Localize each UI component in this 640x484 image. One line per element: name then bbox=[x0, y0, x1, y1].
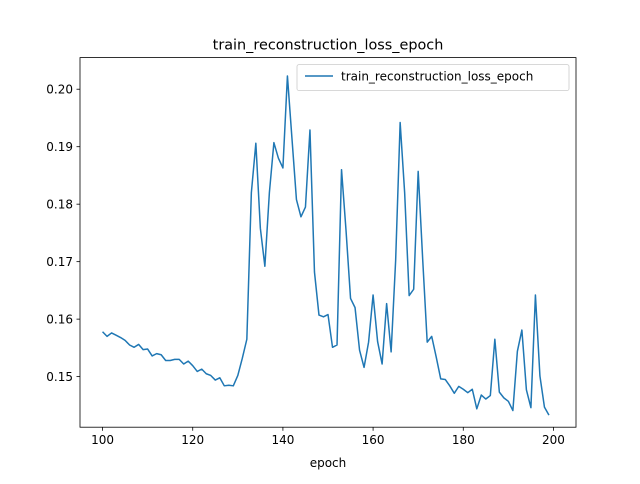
y-tick-label: 0.20 bbox=[46, 83, 73, 97]
y-axis-ticks: 0.15 0.16 0.17 0.18 0.19 0.20 bbox=[46, 83, 80, 384]
plot-frame bbox=[79, 57, 577, 428]
x-tick-label: 140 bbox=[271, 433, 294, 447]
y-tick-label: 0.18 bbox=[46, 197, 73, 211]
series-layer bbox=[102, 75, 550, 416]
x-tick-label: 160 bbox=[362, 433, 385, 447]
y-tick-label: 0.15 bbox=[46, 370, 73, 384]
y-tick-label: 0.16 bbox=[46, 312, 73, 326]
chart-title: train_reconstruction_loss_epoch bbox=[213, 38, 444, 54]
legend-label: train_reconstruction_loss_epoch bbox=[341, 69, 533, 83]
x-axis-label: epoch bbox=[310, 456, 347, 470]
x-tick-label: 120 bbox=[181, 433, 204, 447]
y-tick-label: 0.17 bbox=[46, 255, 73, 269]
x-tick-label: 100 bbox=[91, 433, 114, 447]
legend-box bbox=[296, 64, 570, 91]
x-axis-ticks: 100 120 140 160 180 200 bbox=[91, 427, 565, 447]
series-line-0 bbox=[102, 75, 550, 416]
x-tick-label: 200 bbox=[542, 433, 565, 447]
legend: train_reconstruction_loss_epoch bbox=[296, 64, 570, 91]
x-tick-label: 180 bbox=[452, 433, 475, 447]
y-tick-label: 0.19 bbox=[46, 140, 73, 154]
